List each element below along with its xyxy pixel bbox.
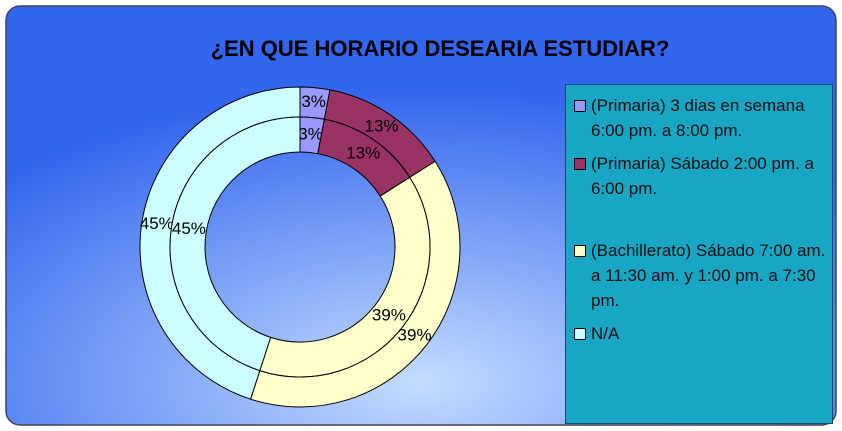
legend-label: N/A bbox=[591, 324, 620, 343]
legend-swatch bbox=[574, 245, 586, 257]
data-label: 13% bbox=[346, 143, 380, 162]
legend-label: (Primaria) 3 dias en semana 6:00 pm. a 8… bbox=[591, 96, 805, 140]
legend-swatch bbox=[574, 158, 586, 170]
legend-swatch bbox=[574, 328, 586, 340]
legend-item: (Primaria) Sábado 2:00 pm. a 6:00 pm. bbox=[574, 151, 826, 201]
legend-swatch bbox=[574, 100, 586, 112]
data-label: 3% bbox=[301, 92, 326, 111]
legend: (Primaria) 3 dias en semana 6:00 pm. a 8… bbox=[565, 84, 833, 424]
doughnut-slice bbox=[259, 176, 431, 378]
doughnut-slice bbox=[169, 116, 301, 372]
data-label: 13% bbox=[364, 117, 398, 136]
legend-item: (Primaria) 3 dias en semana 6:00 pm. a 8… bbox=[574, 93, 826, 143]
legend-item: (Bachillerato) Sábado 7:00 am. a 11:30 a… bbox=[574, 238, 826, 313]
legend-label: (Bachillerato) Sábado 7:00 am. a 11:30 a… bbox=[591, 241, 826, 310]
data-label: 45% bbox=[172, 219, 206, 238]
chart-title: ¿EN QUE HORARIO DESEARIA ESTUDIAR? bbox=[211, 36, 670, 61]
data-label: 3% bbox=[298, 124, 323, 143]
legend-item: N/A bbox=[574, 321, 826, 346]
legend-label: (Primaria) Sábado 2:00 pm. a 6:00 pm. bbox=[591, 154, 814, 198]
data-label: 45% bbox=[140, 214, 174, 233]
data-label: 39% bbox=[398, 325, 432, 344]
data-label: 39% bbox=[372, 305, 406, 324]
